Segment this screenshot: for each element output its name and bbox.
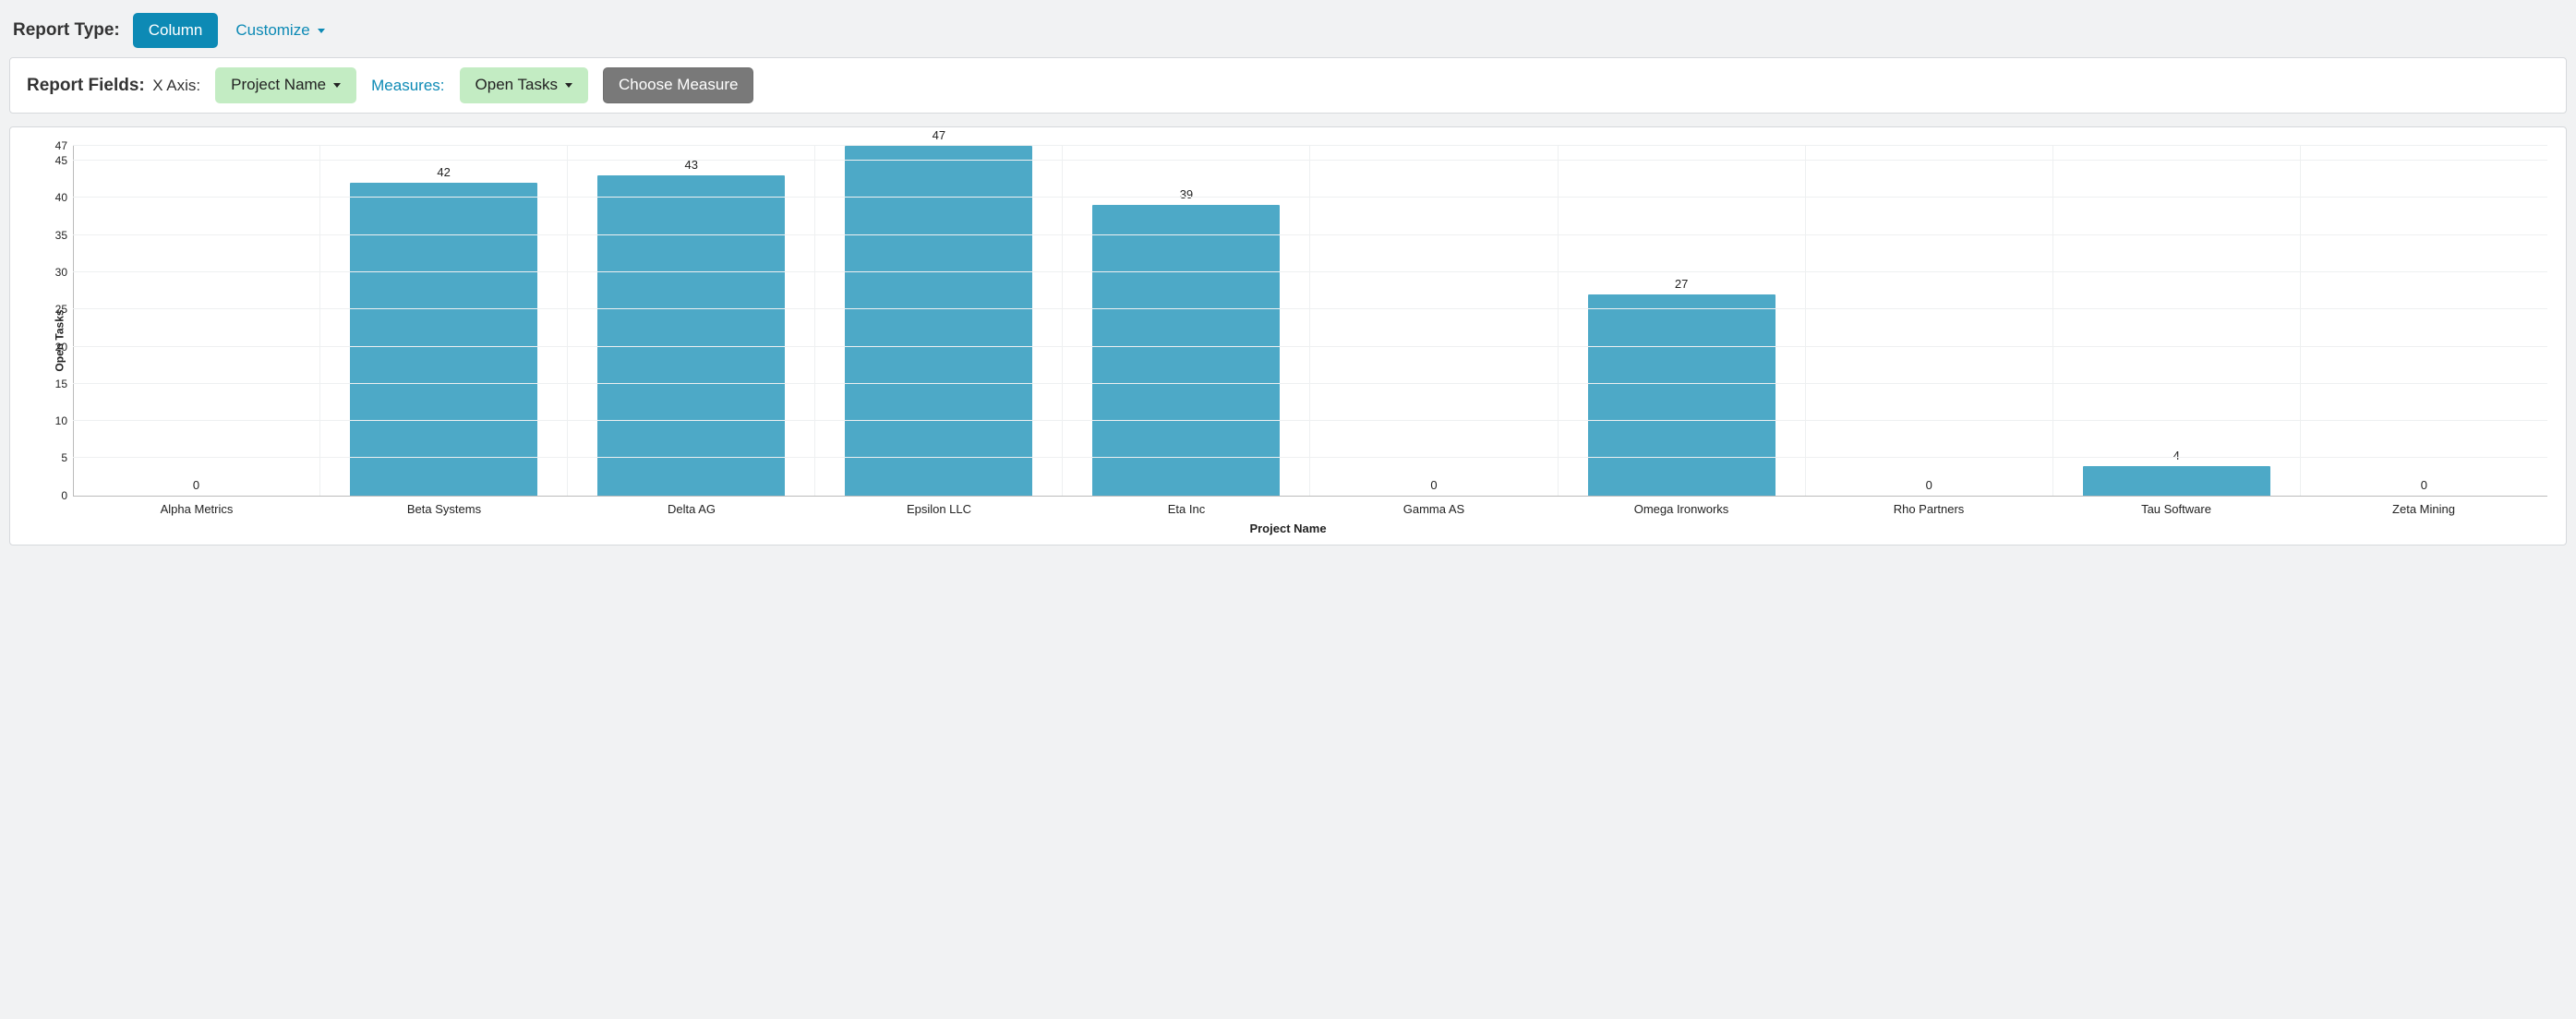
y-tick-label: 30 [55, 266, 73, 279]
bar-value-label: 39 [1180, 187, 1193, 201]
chevron-down-icon [565, 83, 572, 88]
x-axis-label: Omega Ironworks [1558, 497, 1805, 516]
bar-value-label: 4 [2173, 449, 2180, 462]
bar[interactable] [597, 175, 785, 496]
x-axis-label: Alpha Metrics [73, 497, 320, 516]
x-axis-labels: Alpha MetricsBeta SystemsDelta AGEpsilon… [73, 497, 2547, 516]
y-tick-label: 0 [61, 489, 73, 502]
y-tick-label: 40 [55, 191, 73, 204]
bar-value-label: 0 [1430, 478, 1437, 492]
bar-slot: 42 [320, 146, 568, 496]
bar-slot: 27 [1559, 146, 1806, 496]
bar[interactable] [1588, 294, 1776, 496]
choose-measure-button[interactable]: Choose Measure [603, 67, 753, 102]
bar-slot: 43 [568, 146, 815, 496]
bar-slot: 39 [1063, 146, 1310, 496]
choose-measure-label: Choose Measure [619, 76, 738, 94]
x-axis-dropdown[interactable]: Project Name [215, 67, 356, 102]
chevron-down-icon [333, 83, 341, 88]
x-axis-label: Delta AG [568, 497, 815, 516]
grid-line [73, 234, 2547, 235]
grid-line [73, 383, 2547, 384]
customize-button[interactable]: Customize [231, 13, 329, 48]
bar-value-label: 0 [2421, 478, 2427, 492]
bar-slot: 0 [1310, 146, 1558, 496]
chart-bars: 0 42 4347 39 0 27 0 4 0 [73, 146, 2547, 496]
y-tick-label: 45 [55, 154, 73, 167]
bar-slot: 0 [1806, 146, 2053, 496]
grid-line [73, 308, 2547, 309]
bar-slot: 47 [815, 146, 1063, 496]
grid-line [73, 160, 2547, 161]
measures-label: Measures: [371, 77, 444, 95]
bar-value-label: 0 [193, 478, 199, 492]
grid-line [73, 346, 2547, 347]
bar-value-label: 47 [933, 128, 945, 142]
bar[interactable] [1092, 205, 1280, 495]
y-tick-label: 47 [55, 139, 73, 152]
report-fields-panel: Report Fields: X Axis: Project Name Meas… [9, 57, 2567, 113]
chevron-down-icon [318, 29, 325, 33]
measure-value: Open Tasks [475, 76, 558, 94]
grid-line [73, 420, 2547, 421]
y-tick-label: 5 [61, 451, 73, 464]
bar-slot: 0 [73, 146, 320, 496]
chart-panel: Open Tasks 042434739027040 0510152025303… [9, 126, 2567, 545]
report-type-label: Report Type: [13, 20, 120, 41]
x-axis-label: Epsilon LLC [815, 497, 1063, 516]
grid-line [73, 457, 2547, 458]
bar-value-label: 0 [1926, 478, 1932, 492]
grid-line [73, 145, 2547, 146]
y-tick-label: 35 [55, 229, 73, 242]
bar-value-label: 42 [437, 165, 450, 179]
bar[interactable] [2083, 466, 2270, 496]
x-axis-title: Project Name [29, 521, 2547, 535]
chart-plot: 042434739027040 05101520253035404547 [73, 146, 2547, 497]
bar[interactable] [845, 146, 1032, 496]
column-button-label: Column [149, 21, 203, 40]
x-axis-label: Zeta Mining [2300, 497, 2547, 516]
x-axis-value: Project Name [231, 76, 326, 94]
customize-button-label: Customize [235, 21, 309, 40]
report-type-row: Report Type: Column Customize [9, 9, 2567, 57]
bar-slot: 4 [2053, 146, 2301, 496]
bar-slot: 0 [2301, 146, 2547, 496]
y-tick-label: 20 [55, 341, 73, 354]
y-tick-label: 15 [55, 378, 73, 390]
x-axis-label: Rho Partners [1805, 497, 2052, 516]
bar[interactable] [350, 183, 537, 496]
grid-line [73, 197, 2547, 198]
chart-wrap: Open Tasks 042434739027040 0510152025303… [29, 146, 2547, 535]
grid-line [73, 271, 2547, 272]
x-axis-label: Gamma AS [1310, 497, 1558, 516]
column-button[interactable]: Column [133, 13, 219, 48]
y-tick-label: 10 [55, 414, 73, 427]
x-axis-label: Tau Software [2052, 497, 2300, 516]
x-axis-label: Eta Inc [1063, 497, 1310, 516]
x-axis-label: Beta Systems [320, 497, 568, 516]
bar-value-label: 27 [1675, 277, 1688, 291]
y-tick-label: 25 [55, 303, 73, 316]
report-fields-label: Report Fields: X Axis: [27, 76, 200, 96]
measure-dropdown[interactable]: Open Tasks [460, 67, 588, 102]
